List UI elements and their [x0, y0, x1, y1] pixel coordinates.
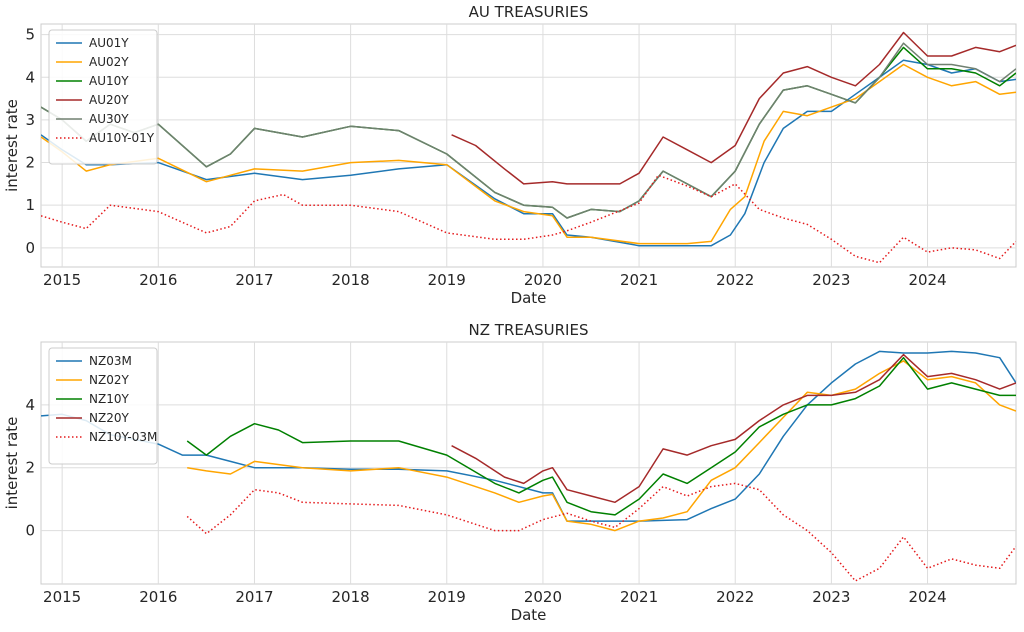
series-line-au20y	[451, 31, 1016, 185]
legend-entry-label: NZ02Y	[89, 373, 129, 387]
legend-entry-label: NZ10Y-03M	[89, 430, 157, 444]
x-tick-label: 2022	[716, 588, 754, 606]
y-tick-label: 4	[25, 396, 35, 414]
series-line-nz20y	[451, 353, 1016, 504]
x-tick-label: 2018	[332, 271, 370, 289]
legend: AU01Y AU02Y AU10Y AU20Y AU30Y AU10Y-01Y	[48, 29, 158, 165]
x-tick-label: 2023	[812, 271, 850, 289]
x-tick-label: 2023	[812, 588, 850, 606]
plot-area	[40, 23, 1017, 268]
x-tick-label: 2015	[43, 271, 81, 289]
y-tick-label: 4	[25, 68, 35, 86]
x-tick-label: 2017	[235, 588, 273, 606]
x-tick-label: 2024	[908, 588, 946, 606]
y-tick-label: 1	[25, 196, 35, 214]
y-tick-label: 0	[25, 239, 35, 257]
series-line-au30y	[41, 42, 1016, 219]
chart-title: NZ TREASURIES	[469, 321, 589, 339]
y-axis-label: interest rate	[3, 417, 21, 510]
series-line-au02y	[41, 63, 1016, 245]
legend-entry-label: NZ10Y	[89, 392, 129, 406]
y-tick-label: 0	[25, 522, 35, 540]
legend: NZ03M NZ02Y NZ10Y NZ20Y NZ10Y-03M	[48, 347, 158, 465]
y-tick-label: 5	[25, 26, 35, 44]
legend-entry-label: AU01Y	[89, 36, 129, 50]
x-axis-label: Date	[511, 289, 547, 307]
chart-title: AU TREASURIES	[469, 3, 589, 21]
series-line-au10y-01y	[41, 174, 1016, 264]
legend-entry-label: AU10Y-01Y	[89, 131, 155, 145]
legend-box	[48, 347, 158, 465]
x-tick-label: 2016	[139, 271, 177, 289]
legend-entry-label: NZ03M	[89, 354, 132, 368]
x-tick-label: 2016	[139, 588, 177, 606]
x-tick-label: 2021	[620, 271, 658, 289]
au-treasuries-panel: AU TREASURIES Date interest rate 2015 201…	[3, 3, 1017, 307]
y-tick-label: 3	[25, 111, 35, 129]
y-tick-label: 2	[25, 459, 35, 477]
x-tick-label: 2022	[716, 271, 754, 289]
legend-entry-label: AU30Y	[89, 112, 129, 126]
series-line-nz10y-03m	[186, 482, 1016, 582]
x-tick-label: 2017	[235, 271, 273, 289]
x-tick-label: 2018	[332, 588, 370, 606]
x-tick-label: 2024	[908, 271, 946, 289]
x-tick-label: 2019	[428, 588, 466, 606]
y-axis-label: interest rate	[3, 99, 21, 192]
x-tick-label: 2019	[428, 271, 466, 289]
nz-treasuries-panel: NZ TREASURIES Date interest rate 2015 201…	[3, 321, 1017, 624]
x-tick-label: 2021	[620, 588, 658, 606]
legend-box	[48, 29, 158, 165]
x-tick-label: 2020	[524, 588, 562, 606]
x-tick-label: 2015	[43, 588, 81, 606]
x-tick-label: 2020	[524, 271, 562, 289]
y-tick-label: 2	[25, 154, 35, 172]
series-line-nz10y	[186, 356, 1016, 516]
legend-entry-label: NZ20Y	[89, 411, 129, 425]
legend-entry-label: AU20Y	[89, 93, 129, 107]
legend-entry-label: AU02Y	[89, 55, 129, 69]
plot-area	[40, 341, 1017, 585]
x-axis-label: Date	[511, 606, 547, 624]
legend-entry-label: AU10Y	[89, 74, 129, 88]
